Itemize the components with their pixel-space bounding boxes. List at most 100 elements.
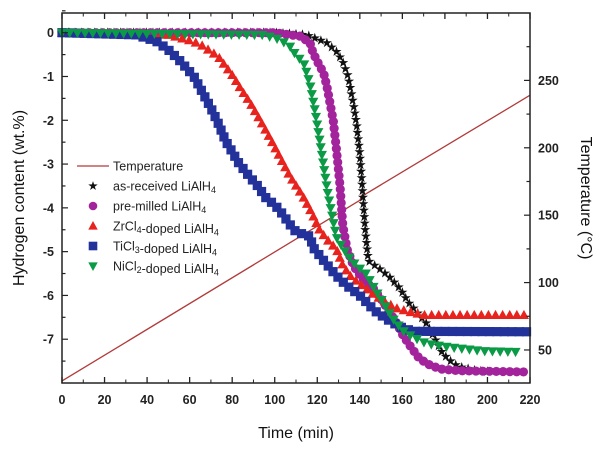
data-point-triangle-up — [391, 303, 403, 313]
data-point-circle — [505, 367, 515, 377]
data-point-circle — [328, 117, 338, 127]
data-point-star — [360, 230, 371, 241]
data-point-triangle-down — [195, 30, 206, 40]
data-point-square — [222, 138, 232, 149]
data-point-triangle-down — [180, 30, 191, 40]
data-point-triangle-down — [487, 347, 498, 357]
data-point-triangle-down — [218, 30, 229, 40]
data-point-triangle-up — [308, 211, 319, 221]
x-tick-label: 200 — [477, 393, 498, 407]
data-point-triangle-down — [310, 112, 322, 123]
data-point-circle — [338, 218, 348, 228]
data-point-star — [358, 205, 369, 215]
legend-item: TiCl3-doped LiAlH4 — [88, 240, 217, 258]
data-point-triangle-down — [110, 29, 121, 39]
data-point-circle — [437, 364, 447, 374]
x-tick-label: 100 — [264, 393, 285, 407]
data-point-triangle-up — [260, 124, 271, 134]
data-point-triangle-up — [287, 174, 298, 184]
data-point-triangle-down — [309, 105, 320, 115]
data-point-triangle-up — [294, 186, 305, 196]
data-point-star — [355, 159, 366, 170]
data-point-square — [158, 41, 168, 51]
data-point-star — [374, 263, 385, 274]
data-point-triangle-up — [242, 93, 253, 103]
data-point-triangle-up — [511, 309, 522, 320]
y-tick-label: -6 — [43, 289, 54, 303]
data-point-triangle-down — [210, 30, 222, 40]
data-point-triangle-down — [322, 188, 333, 199]
data-point-triangle-down — [368, 282, 379, 293]
data-point-triangle-down — [319, 166, 330, 176]
data-point-square — [447, 326, 458, 337]
data-point-star — [430, 334, 441, 345]
data-point-triangle-up — [497, 309, 508, 320]
data-point-triangle-down — [303, 75, 314, 85]
data-point-circle — [335, 184, 345, 194]
data-point-star — [445, 355, 456, 366]
data-point-triangle-up — [469, 309, 480, 320]
data-point-star — [359, 211, 370, 222]
data-point-square — [410, 326, 421, 336]
data-point-triangle-up — [227, 69, 238, 80]
data-point-square — [455, 326, 465, 337]
data-point-triangle-down — [157, 29, 168, 40]
data-point-star — [357, 185, 368, 196]
data-point-square — [303, 231, 314, 241]
data-point-square — [492, 327, 502, 337]
legend: Temperature as-received LiAlH4 pre-milled … — [77, 160, 219, 278]
data-point-triangle-up — [202, 44, 214, 54]
x-tick-label: 0 — [59, 393, 66, 407]
data-point-square — [521, 327, 532, 337]
data-point-star — [355, 153, 366, 163]
x-tick-label: 180 — [434, 393, 455, 407]
data-point-triangle-down — [257, 30, 268, 41]
data-point-square — [433, 326, 443, 337]
data-point-square — [277, 208, 287, 218]
data-point-star — [393, 281, 404, 292]
data-point-triangle-up — [273, 149, 284, 159]
y-tick-label: -1 — [43, 70, 54, 84]
data-point-triangle-up — [256, 118, 267, 128]
y-tick-label: -3 — [43, 158, 54, 172]
y-tick-label: -5 — [43, 245, 54, 259]
data-point-triangle-up — [301, 198, 313, 208]
data-point-triangle-up — [177, 33, 188, 43]
data-point-triangle-up — [398, 305, 409, 315]
data-point-circle — [337, 211, 347, 222]
data-point-star — [356, 166, 367, 176]
data-point-triangle-up — [314, 224, 325, 234]
data-point-star — [450, 359, 461, 370]
data-point-triangle-up — [88, 221, 98, 230]
data-point-square — [123, 30, 134, 40]
data-point-star — [356, 172, 367, 183]
data-point-square — [477, 326, 487, 337]
data-point-star — [404, 298, 415, 308]
data-point-star — [360, 224, 371, 234]
data-point-triangle-down — [126, 29, 137, 39]
data-point-square — [333, 272, 343, 282]
data-point-triangle-down — [226, 30, 237, 40]
data-point-triangle-down — [88, 262, 98, 271]
data-point-triangle-up — [454, 309, 466, 320]
data-point-square — [169, 50, 179, 61]
data-point-circle — [329, 123, 339, 134]
data-point-square — [256, 186, 267, 197]
legend-label: as-received LiAlH4 — [113, 180, 216, 196]
data-point-circle — [484, 366, 495, 376]
data-point-triangle-down — [335, 240, 347, 250]
data-point-triangle-up — [253, 112, 264, 122]
data-point-triangle-down — [456, 344, 467, 354]
legend-label: NiCl2-doped LiAlH4 — [113, 260, 219, 278]
data-point-triangle-up — [276, 155, 287, 166]
data-point-star — [362, 243, 373, 254]
data-point-square — [344, 282, 354, 292]
plot-marks — [56, 27, 532, 382]
data-point-triangle-down — [502, 347, 513, 357]
data-point-triangle-down — [301, 67, 312, 77]
data-point-star — [350, 114, 361, 124]
data-point-square — [338, 277, 348, 287]
data-point-triangle-down — [325, 204, 336, 214]
data-point-triangle-down — [299, 60, 310, 70]
